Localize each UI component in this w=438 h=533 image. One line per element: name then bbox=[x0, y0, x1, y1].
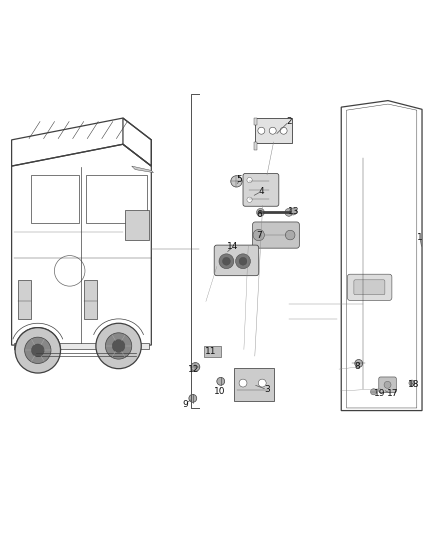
Text: 3: 3 bbox=[264, 385, 270, 394]
Circle shape bbox=[219, 254, 234, 269]
Text: 2: 2 bbox=[286, 117, 292, 126]
Text: 19: 19 bbox=[374, 390, 385, 399]
Circle shape bbox=[223, 257, 230, 265]
Circle shape bbox=[25, 337, 51, 364]
Text: 10: 10 bbox=[214, 387, 226, 397]
Circle shape bbox=[247, 197, 252, 203]
Circle shape bbox=[384, 381, 391, 389]
Text: 12: 12 bbox=[188, 365, 199, 374]
Circle shape bbox=[409, 380, 415, 386]
FancyBboxPatch shape bbox=[204, 345, 221, 357]
Circle shape bbox=[112, 340, 125, 352]
Circle shape bbox=[371, 389, 377, 395]
FancyBboxPatch shape bbox=[243, 174, 279, 206]
Text: 8: 8 bbox=[354, 362, 360, 372]
Text: 5: 5 bbox=[237, 175, 242, 184]
Circle shape bbox=[258, 379, 266, 387]
Circle shape bbox=[191, 362, 200, 372]
FancyBboxPatch shape bbox=[255, 118, 292, 143]
FancyBboxPatch shape bbox=[214, 245, 259, 276]
Text: 17: 17 bbox=[387, 390, 398, 399]
Bar bbox=[18, 280, 31, 319]
Bar bbox=[254, 142, 258, 150]
Text: 9: 9 bbox=[182, 400, 188, 408]
Text: 7: 7 bbox=[256, 231, 262, 240]
Circle shape bbox=[280, 127, 287, 134]
Text: 14: 14 bbox=[227, 243, 239, 252]
Circle shape bbox=[285, 208, 293, 216]
FancyBboxPatch shape bbox=[354, 280, 385, 295]
Circle shape bbox=[15, 328, 60, 373]
Polygon shape bbox=[14, 343, 149, 350]
Circle shape bbox=[231, 176, 242, 187]
Bar bbox=[84, 280, 97, 319]
Bar bbox=[125, 210, 149, 240]
FancyBboxPatch shape bbox=[379, 377, 396, 393]
Circle shape bbox=[106, 333, 132, 359]
Circle shape bbox=[239, 257, 247, 265]
Circle shape bbox=[247, 177, 252, 183]
Circle shape bbox=[32, 344, 44, 357]
Text: 4: 4 bbox=[258, 187, 264, 196]
Circle shape bbox=[96, 323, 141, 369]
Text: 11: 11 bbox=[205, 347, 217, 356]
FancyBboxPatch shape bbox=[234, 368, 274, 400]
Text: 13: 13 bbox=[288, 207, 300, 216]
Circle shape bbox=[355, 359, 363, 367]
Circle shape bbox=[236, 254, 251, 269]
Text: 1: 1 bbox=[417, 233, 423, 242]
Polygon shape bbox=[132, 166, 153, 173]
Bar bbox=[254, 118, 258, 125]
FancyBboxPatch shape bbox=[347, 274, 392, 301]
FancyBboxPatch shape bbox=[253, 222, 299, 248]
Circle shape bbox=[258, 127, 265, 134]
Text: 6: 6 bbox=[256, 211, 262, 220]
Circle shape bbox=[239, 379, 247, 387]
Circle shape bbox=[253, 229, 265, 241]
Circle shape bbox=[189, 394, 197, 402]
Text: 18: 18 bbox=[407, 380, 419, 389]
Circle shape bbox=[286, 230, 295, 240]
Circle shape bbox=[257, 208, 265, 216]
Circle shape bbox=[217, 377, 225, 385]
Circle shape bbox=[290, 208, 297, 215]
Circle shape bbox=[269, 127, 276, 134]
